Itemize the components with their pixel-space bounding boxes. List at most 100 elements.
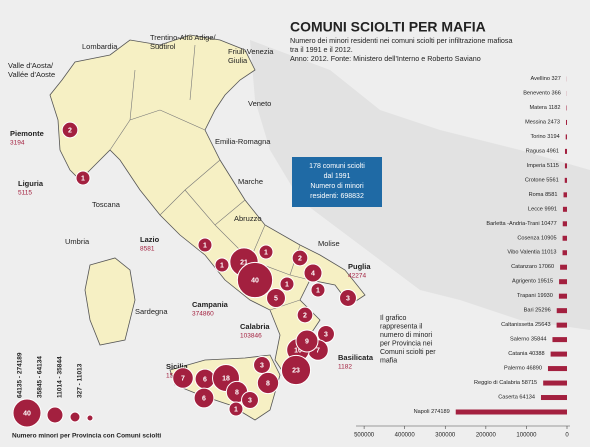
bubble-label: 3: [346, 295, 350, 302]
region-value: 5115: [18, 190, 32, 197]
bar-label: Salerno 35844: [510, 337, 546, 343]
region-name: Valle d'Aosta/: [8, 61, 54, 70]
bar-label: Messina 2473: [525, 120, 560, 126]
region-name: Toscana: [92, 200, 121, 209]
bubble-label: 18: [222, 375, 230, 382]
bar-label: Catania 40388: [508, 352, 544, 358]
value-label: 40388: [529, 352, 545, 358]
bubble-label: 8: [235, 389, 239, 396]
note-text: rappresenta il: [380, 323, 423, 330]
legend-circle: [12, 398, 42, 428]
note-text: per Provincia nei: [380, 340, 433, 347]
province-bubble: [317, 325, 335, 343]
region-name: Marche: [238, 177, 263, 186]
x-tick-label: 100000: [516, 433, 537, 439]
bubble-label: 8: [266, 380, 270, 387]
bar: [563, 192, 567, 198]
category-label: Benevento: [523, 91, 550, 97]
legend-sample: 40: [23, 410, 31, 417]
bubble-label: 4: [311, 270, 315, 277]
region-value: 8581: [140, 246, 155, 253]
legend-circle: [46, 406, 64, 424]
callout-text: Numero di minori: [310, 183, 364, 190]
bubble-label: 1: [81, 175, 85, 182]
category-label: Crotone: [525, 178, 545, 184]
province-bubble: [256, 371, 280, 395]
province-bubble: [339, 289, 357, 307]
bubble-label: 1: [285, 281, 289, 288]
province-bubble: [280, 354, 312, 386]
bar-label: Napoli 274189: [414, 409, 450, 415]
bubble-label: 1: [234, 406, 238, 413]
bar: [552, 337, 567, 343]
region-name: Südtirol: [150, 42, 176, 51]
bar-label: Caserta 64134: [498, 395, 535, 401]
bar: [560, 264, 567, 270]
bar: [562, 206, 567, 212]
value-label: 2473: [548, 120, 560, 126]
callout-text: residenti: 698832: [310, 193, 364, 200]
bubble-label: 3: [260, 362, 264, 369]
bubble-label: 1: [220, 262, 224, 269]
bar: [564, 177, 567, 183]
region-name: Vallée d'Aoste: [8, 70, 55, 79]
province-bubble: [172, 367, 194, 389]
bubble-label: 9: [305, 338, 309, 345]
region-name: Basilicata: [338, 353, 374, 362]
bar-label: Matera 1182: [530, 105, 561, 111]
bar: [559, 279, 567, 285]
value-label: 5115: [547, 163, 559, 169]
province-bubble: [75, 170, 91, 186]
legend-range: 64135 - 274189: [17, 352, 24, 398]
bar-label: Crotone 5561: [525, 178, 559, 184]
legend-circle: [69, 411, 81, 423]
bar-label: Palermo 46890: [504, 366, 542, 372]
x-tick-label: 500000: [354, 433, 375, 439]
province-bubble: [296, 306, 314, 324]
region-name: Molise: [318, 239, 340, 248]
bar: [556, 308, 567, 314]
legend-range: 35845 - 64134: [37, 356, 44, 398]
province-bubble: [236, 261, 274, 299]
note-text: Il grafico: [380, 315, 407, 322]
value-label: 3194: [547, 134, 559, 140]
region-name: Liguria: [18, 179, 44, 188]
province-bubble: [310, 282, 326, 298]
category-label: Caltanissetta: [501, 323, 534, 329]
bubble-label: 1: [264, 249, 268, 256]
region-name: Lombardia: [82, 42, 118, 51]
region-name: Campania: [192, 300, 229, 309]
province-bubble: [214, 257, 230, 273]
region-name: Sicilia: [166, 362, 189, 371]
callout-text: 178 comuni sciolti: [309, 163, 365, 170]
category-label: Napoli: [414, 409, 430, 415]
subtitle: tra il 1991 e il 2012.: [290, 45, 353, 54]
region-name: Friuli-Venezia: [228, 47, 274, 56]
value-label: 10477: [541, 221, 557, 227]
bar: [455, 409, 567, 415]
value-label: 25643: [535, 323, 551, 329]
province-bubble: [241, 391, 259, 409]
value-label: 9991: [544, 207, 556, 213]
value-label: 17060: [539, 265, 555, 271]
bar: [562, 250, 567, 256]
category-label: Caserta: [498, 395, 518, 401]
province-bubble: [295, 329, 319, 353]
note-text: Comuni sciolti per: [380, 349, 436, 356]
bar-label: Reggio di Calabria 58715: [474, 381, 537, 387]
bar-label: Benevento 366: [523, 91, 561, 97]
region-name: Umbria: [65, 237, 90, 246]
legend-circle: [86, 414, 94, 422]
category-label: Lecce: [528, 207, 543, 213]
province-bubble: [253, 356, 271, 374]
subtitle: Anno: 2012. Fonte: Ministero dell'Intern…: [290, 54, 481, 63]
category-label: Torino: [530, 134, 545, 140]
neighbour-land: [250, 40, 590, 330]
bubble-label: 2: [68, 127, 72, 134]
x-tick-label: 400000: [395, 433, 416, 439]
bar-label: Torino 3194: [530, 134, 559, 140]
category-label: Roma: [529, 192, 545, 198]
region-value: 3194: [10, 140, 25, 147]
bubble-label: 3: [324, 331, 328, 338]
region-name: Lazio: [140, 235, 160, 244]
